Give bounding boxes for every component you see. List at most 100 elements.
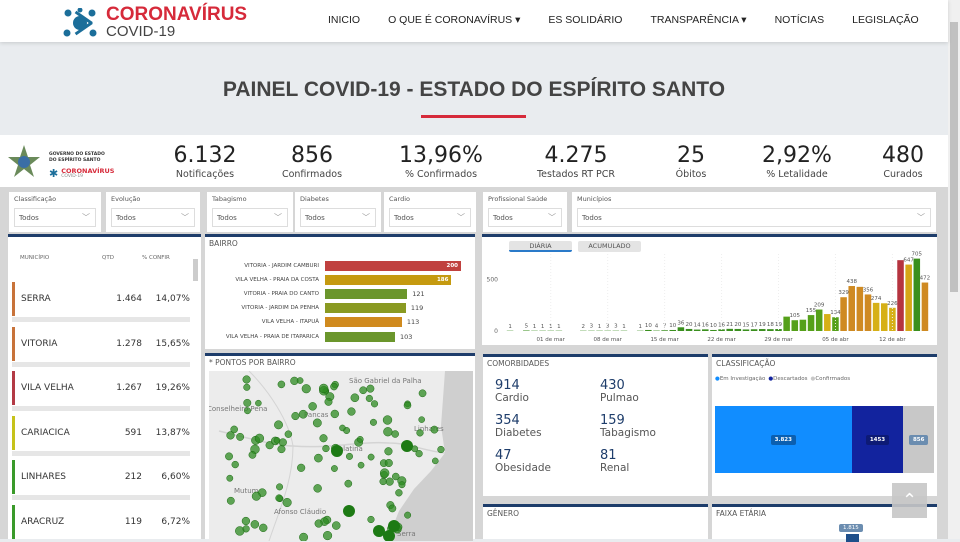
daily-bar[interactable] — [832, 317, 839, 331]
map-point[interactable] — [259, 524, 267, 532]
map-point[interactable] — [255, 434, 264, 443]
daily-bar[interactable] — [922, 283, 929, 331]
map-point[interactable] — [323, 445, 330, 452]
map-point-cluster[interactable] — [401, 440, 413, 452]
map-point[interactable] — [330, 383, 337, 390]
map-point[interactable] — [299, 533, 307, 541]
map-point[interactable] — [227, 475, 233, 481]
map-point[interactable] — [357, 436, 363, 442]
daily-bar[interactable] — [726, 329, 733, 331]
legend-em-investigacao[interactable]: ●Em Investigação — [715, 376, 765, 382]
map-point[interactable] — [348, 408, 356, 416]
map-point[interactable] — [419, 417, 425, 423]
nav-es-solidario[interactable]: ES SOLIDÁRIO — [548, 14, 622, 26]
map-point-cluster[interactable] — [373, 525, 385, 537]
page-scrollbar[interactable] — [948, 0, 960, 539]
nav-inicio[interactable]: INICIO — [328, 14, 360, 26]
map-point[interactable] — [389, 505, 396, 512]
map-point[interactable] — [380, 469, 389, 478]
map-point[interactable] — [274, 437, 280, 443]
daily-bar[interactable] — [914, 259, 921, 331]
map-point[interactable] — [360, 387, 367, 394]
map-point[interactable] — [274, 421, 282, 429]
daily-bar[interactable] — [881, 303, 888, 331]
map-point[interactable] — [315, 520, 323, 528]
daily-bar[interactable] — [669, 330, 676, 331]
map-point[interactable] — [438, 446, 445, 453]
filter-dropdown[interactable]: Todos﹀ — [488, 208, 562, 227]
classificacao-segment[interactable]: 3.823 — [715, 406, 852, 473]
map-point[interactable] — [249, 451, 256, 458]
map-point[interactable] — [370, 419, 377, 426]
map-point[interactable] — [404, 512, 410, 518]
daily-bar[interactable] — [848, 286, 855, 331]
map-point[interactable] — [225, 453, 232, 460]
map-point[interactable] — [283, 498, 292, 507]
daily-bar[interactable] — [751, 329, 758, 331]
map-point[interactable] — [285, 431, 292, 438]
daily-bar[interactable] — [767, 329, 774, 331]
col-qtd[interactable]: QTD — [102, 255, 114, 261]
map-point[interactable] — [244, 408, 250, 414]
map-point[interactable] — [319, 384, 328, 393]
nav-transparencia[interactable]: TRANSPARÊNCIA ▾ — [650, 14, 746, 26]
map-point[interactable] — [236, 433, 243, 440]
map-point[interactable] — [320, 434, 328, 442]
daily-bar[interactable] — [792, 320, 799, 331]
map-point[interactable] — [385, 447, 393, 455]
map-point[interactable] — [244, 384, 251, 391]
map-point[interactable] — [243, 376, 251, 384]
daily-bar[interactable] — [645, 330, 652, 331]
filter-dropdown[interactable]: Todos﹀ — [111, 208, 195, 227]
map-point[interactable] — [358, 462, 364, 468]
map-point[interactable] — [292, 412, 300, 420]
map-point[interactable] — [383, 427, 392, 436]
map-point[interactable] — [297, 377, 303, 383]
map-point[interactable] — [278, 381, 285, 388]
map-point[interactable] — [366, 395, 373, 402]
map-point[interactable] — [385, 459, 393, 467]
map-point[interactable] — [399, 481, 405, 487]
map-point[interactable] — [351, 394, 359, 402]
filter-dropdown[interactable]: Todos﹀ — [389, 208, 471, 227]
map-point[interactable] — [227, 431, 235, 439]
daily-bar[interactable] — [661, 330, 668, 331]
map-point[interactable] — [419, 390, 426, 397]
map-point[interactable] — [431, 426, 438, 433]
map-point[interactable] — [242, 517, 250, 525]
daily-bar[interactable] — [678, 327, 685, 331]
daily-bar[interactable] — [710, 330, 717, 331]
map-point[interactable] — [276, 495, 283, 502]
daily-bar[interactable] — [800, 320, 807, 331]
col-pct-confir[interactable]: % CONFIR — [142, 255, 170, 261]
map-point[interactable] — [244, 399, 251, 406]
daily-bar[interactable] — [686, 329, 693, 331]
map-point-cluster[interactable] — [331, 445, 343, 457]
map-point[interactable] — [371, 401, 378, 408]
map-point[interactable] — [392, 473, 399, 480]
map-point[interactable] — [302, 384, 311, 393]
daily-bar[interactable] — [905, 265, 912, 331]
daily-bar[interactable] — [816, 310, 823, 331]
scroll-to-top-button[interactable]: ⌃ — [892, 483, 927, 518]
scrollbar-thumb[interactable] — [950, 22, 958, 292]
map-point[interactable] — [325, 398, 332, 405]
daily-bar[interactable] — [897, 260, 904, 331]
map-point[interactable] — [297, 464, 305, 472]
map-point[interactable] — [276, 484, 282, 490]
map-point[interactable] — [386, 478, 394, 486]
table-scrollbar[interactable] — [193, 259, 198, 281]
map-point[interactable] — [314, 454, 322, 462]
daily-bar[interactable] — [523, 330, 530, 331]
map-point[interactable] — [252, 492, 261, 501]
map-point[interactable] — [346, 453, 353, 460]
